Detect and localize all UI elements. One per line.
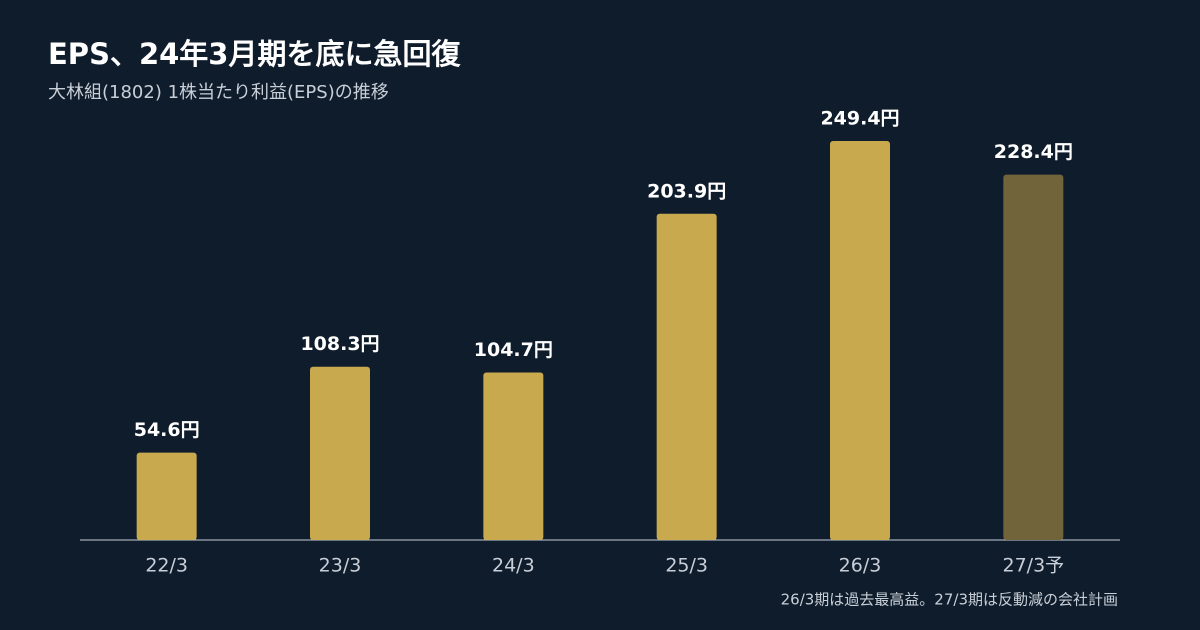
value-label: 54.6円: [134, 419, 200, 441]
bar: [310, 366, 370, 540]
bar: [483, 372, 544, 540]
x-tick-label: 22/3: [145, 555, 188, 577]
x-tick-label: 24/3: [492, 555, 535, 577]
value-label: 249.4円: [820, 108, 899, 130]
footnote: 26/3期は過去最高益。27/3期は反動減の会社計画: [781, 591, 1118, 609]
value-label: 203.9円: [647, 180, 726, 202]
x-tick-label: 27/3予: [1002, 555, 1064, 577]
chart-subtitle: 大林組(1802) 1株当たり利益(EPS)の推移: [48, 82, 389, 103]
value-label: 108.3円: [300, 333, 379, 355]
value-label: 228.4円: [994, 141, 1073, 163]
bar: [656, 213, 717, 540]
chart-title: EPS、24年3月期を底に急回復: [48, 37, 461, 71]
bar: [136, 452, 197, 540]
value-label: 104.7円: [474, 339, 553, 361]
x-tick-label: 26/3: [839, 555, 882, 577]
bar: [830, 141, 890, 540]
bar: [1003, 174, 1064, 541]
x-tick-label: 23/3: [319, 555, 362, 577]
x-tick-label: 25/3: [665, 555, 708, 577]
